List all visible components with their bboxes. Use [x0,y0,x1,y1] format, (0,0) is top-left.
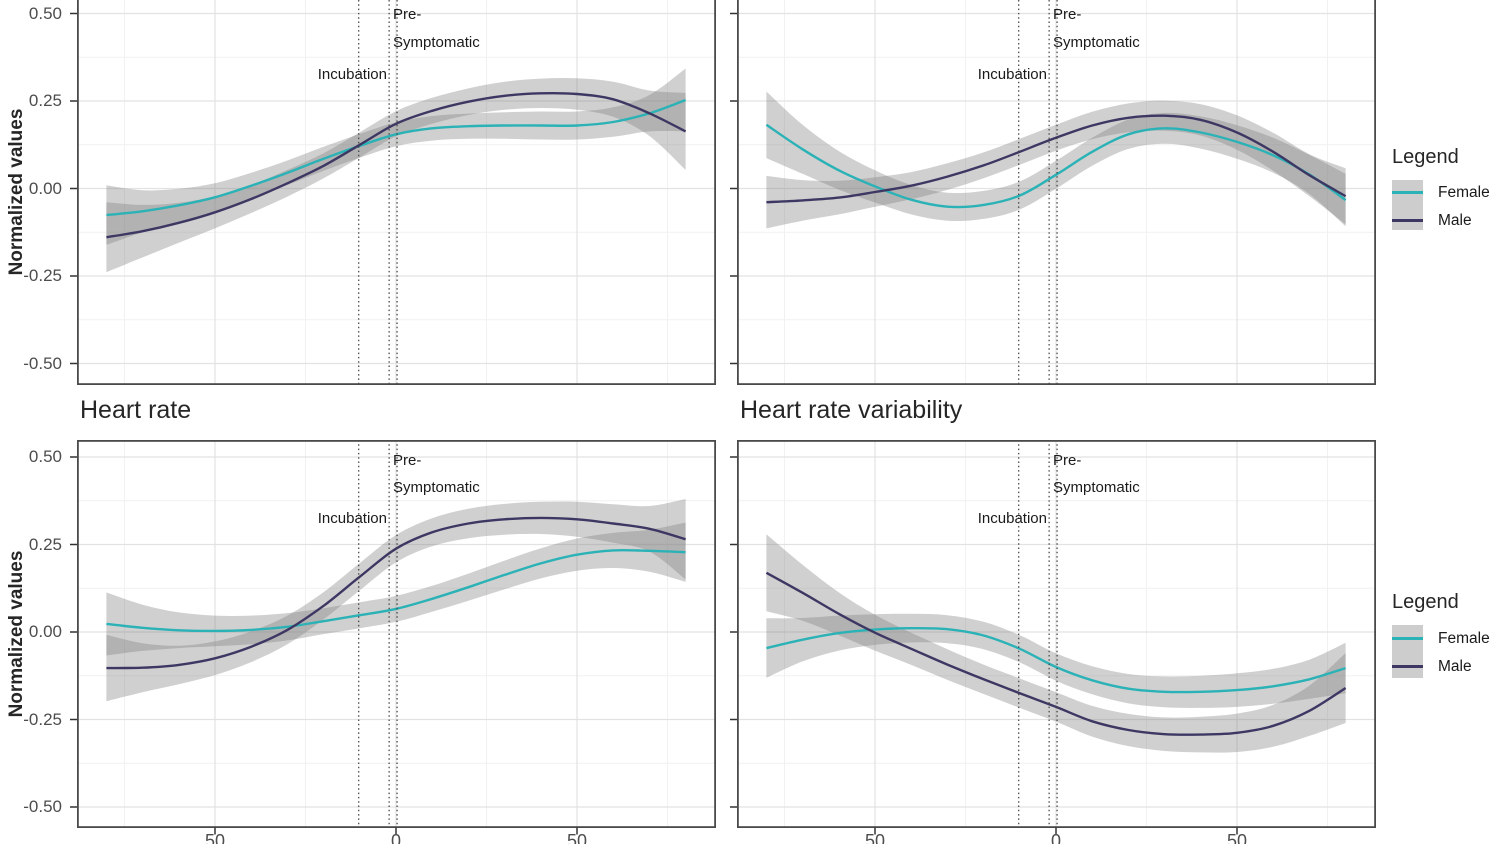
pre-symptomatic-label-line2: Symptomatic [1053,34,1140,51]
legend-title: Legend [1392,146,1459,168]
y-tick-label: 0.25 [28,91,62,110]
y-tick-label: 0.25 [28,534,62,554]
panel-title-heart-rate-variability: Heart rate variability [740,396,963,424]
x-tick-label: 50 [204,831,226,844]
pre-symptomatic-label-line1: Pre- [393,452,422,469]
legend-key-line-male [1392,219,1423,222]
legend-item-label: Female [1438,630,1490,647]
y-tick-label: 0.50 [28,3,62,23]
legend-key-box [1392,625,1423,678]
panel-top-left [77,0,716,385]
legend-title: Legend [1392,591,1459,613]
incubation-label: Incubation [317,66,387,83]
y-tick-label: 0.00 [28,178,62,198]
pre-symptomatic-label-line2: Symptomatic [393,34,480,51]
y-tick-label: 0.50 [28,447,62,466]
incubation-label: Incubation [977,510,1047,527]
pre-symptomatic-label-line2: Symptomatic [1053,479,1140,496]
x-tick-label: 50 [1226,831,1248,844]
y-tick-label: -0.50 [23,353,62,373]
incubation-label: Incubation [317,510,387,527]
legend-item-label: Female [1438,184,1490,201]
legend-item-label: Male [1438,212,1472,229]
x-tick-label: 0 [1050,831,1061,844]
y-tick-label: -0.25 [23,709,62,729]
pre-symptomatic-label-line1: Pre- [1053,6,1082,23]
panel-heart-rate-variability [737,440,1376,828]
x-tick-label: 0 [390,831,401,844]
pre-symptomatic-label-line2: Symptomatic [393,479,480,496]
x-tick-label: 50 [566,831,588,844]
legend-key-line-female [1392,637,1423,640]
legend-key-box [1392,180,1423,230]
pre-symptomatic-label-line1: Pre- [1053,452,1082,469]
legend-key-line-female [1392,191,1423,194]
y-tick-label: 0.00 [28,622,62,641]
panel-title-heart-rate: Heart rate [80,396,192,424]
y-tick-label: -0.25 [23,266,62,285]
legend-key-line-male [1392,665,1423,668]
incubation-label: Incubation [977,66,1047,83]
x-tick-label: 50 [864,831,886,844]
pre-symptomatic-label-line1: Pre- [393,6,422,23]
panel-heart-rate [77,440,716,828]
y-tick-label: -0.50 [23,797,62,816]
panel-top-right [737,0,1376,385]
legend-item-label: Male [1438,658,1472,675]
